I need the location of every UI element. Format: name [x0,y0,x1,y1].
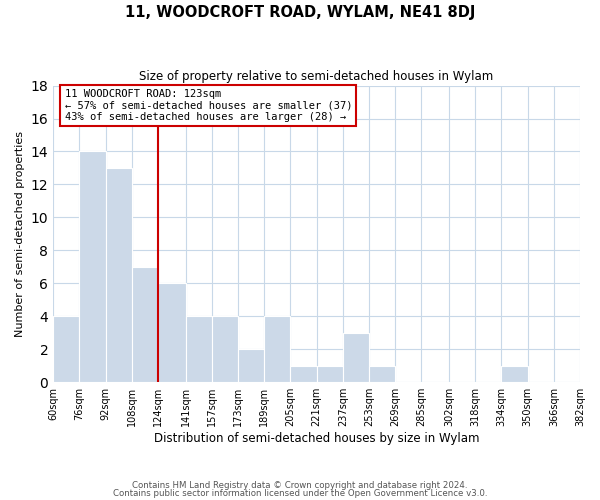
Bar [53,316,79,382]
Text: 11 WOODCROFT ROAD: 123sqm
← 57% of semi-detached houses are smaller (37)
43% of : 11 WOODCROFT ROAD: 123sqm ← 57% of semi-… [65,89,352,122]
Bar [106,168,132,382]
Text: Contains HM Land Registry data © Crown copyright and database right 2024.: Contains HM Land Registry data © Crown c… [132,481,468,490]
Bar [158,284,185,382]
Bar [132,267,158,382]
Bar [317,366,343,382]
Text: 11, WOODCROFT ROAD, WYLAM, NE41 8DJ: 11, WOODCROFT ROAD, WYLAM, NE41 8DJ [125,5,475,20]
Bar [264,316,290,382]
Bar [502,366,527,382]
Title: Size of property relative to semi-detached houses in Wylam: Size of property relative to semi-detach… [139,70,494,83]
Bar [343,333,369,382]
Text: Contains public sector information licensed under the Open Government Licence v3: Contains public sector information licen… [113,488,487,498]
Bar [79,152,106,382]
Bar [185,316,212,382]
Bar [580,349,600,382]
Bar [290,366,317,382]
X-axis label: Distribution of semi-detached houses by size in Wylam: Distribution of semi-detached houses by … [154,432,479,445]
Y-axis label: Number of semi-detached properties: Number of semi-detached properties [15,131,25,337]
Bar [212,316,238,382]
Bar [238,349,264,382]
Bar [369,366,395,382]
